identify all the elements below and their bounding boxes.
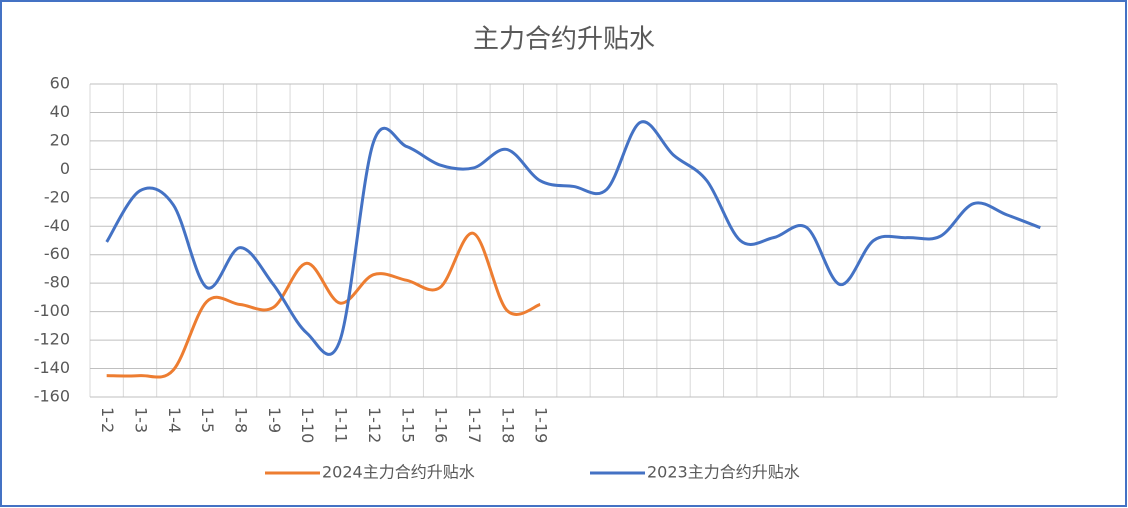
x-tick-label: 1-5	[198, 407, 217, 433]
legend-label: 2023主力合约升贴水	[647, 463, 800, 482]
y-tick-label: 40	[50, 102, 70, 121]
y-tick-label: -100	[34, 301, 70, 320]
x-tick-label: 1-18	[498, 407, 517, 443]
x-tick-label: 1-12	[365, 407, 384, 443]
x-tick-label: 1-4	[165, 407, 184, 433]
y-tick-label: -40	[44, 216, 70, 235]
x-tick-label: 1-15	[398, 407, 417, 443]
y-tick-label: -140	[34, 358, 70, 377]
y-tick-label: -60	[44, 244, 70, 263]
x-tick-label: 1-9	[265, 407, 284, 433]
x-tick-label: 1-16	[432, 407, 451, 443]
y-tick-label: 20	[50, 130, 70, 149]
y-tick-label: -120	[34, 330, 70, 349]
x-tick-label: 1-2	[98, 407, 117, 433]
x-tick-label: 1-11	[332, 407, 351, 443]
y-tick-label: -160	[34, 387, 70, 406]
y-tick-label: 60	[50, 74, 70, 93]
x-tick-label: 1-10	[298, 407, 317, 443]
y-tick-label: -20	[44, 187, 70, 206]
y-tick-label: 0	[60, 159, 70, 178]
legend-label: 2024主力合约升贴水	[322, 463, 475, 482]
series-line	[106, 231, 541, 379]
y-tick-label: -80	[44, 273, 70, 292]
x-tick-label: 1-19	[532, 407, 551, 443]
chart-title: 主力合约升贴水	[473, 25, 655, 55]
x-tick-label: 1-3	[132, 407, 151, 433]
x-tick-label: 1-17	[465, 407, 484, 443]
x-tick-label: 1-8	[232, 407, 251, 433]
series-line	[105, 120, 1041, 356]
